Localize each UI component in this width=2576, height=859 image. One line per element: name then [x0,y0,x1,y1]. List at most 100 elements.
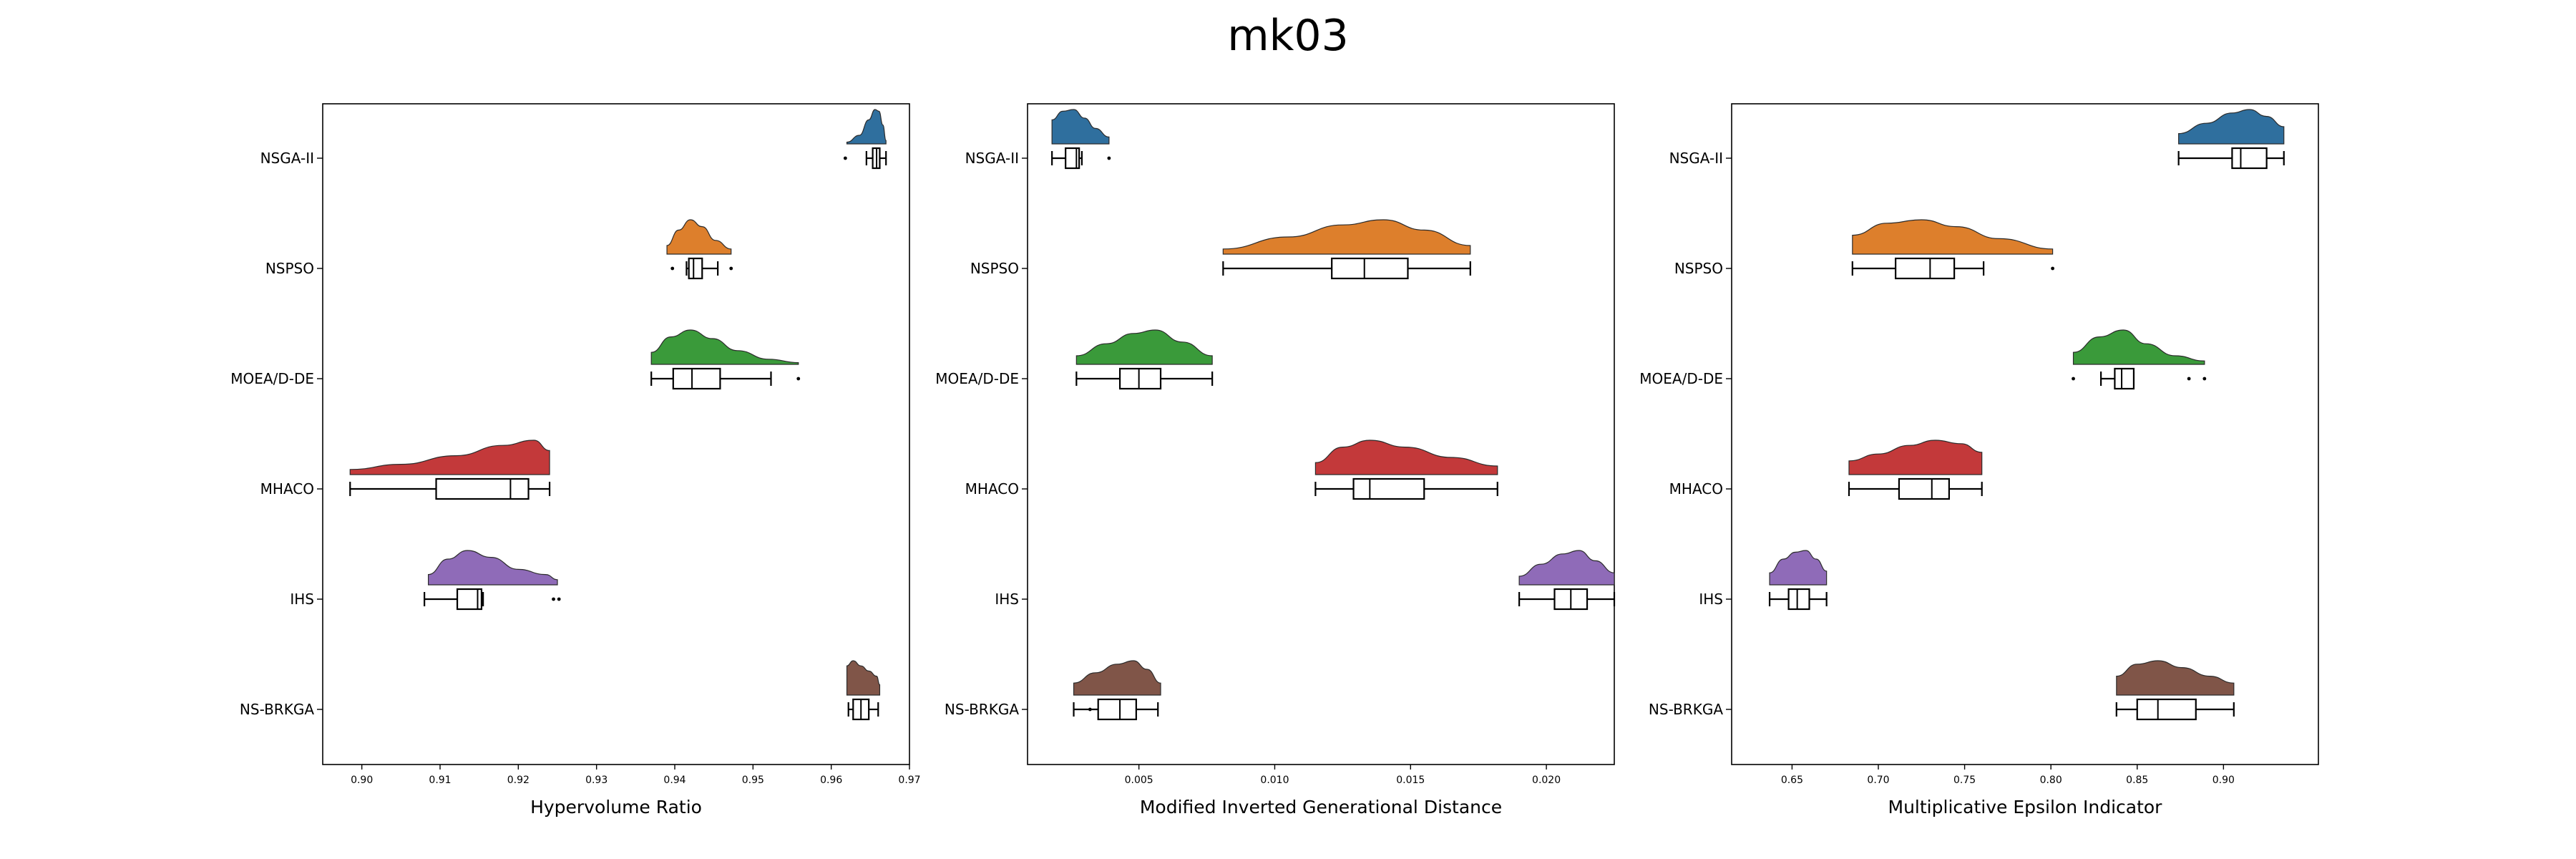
outlier-point [1107,156,1111,160]
x-tick-label: 0.015 [1396,775,1425,786]
density-cloud [1518,550,1615,586]
panel-1: 0.90 0.91 0.92 0.93 0.94 0.95 0.96 0.97 Hypervol… [230,103,921,817]
series-nspso [1851,219,2054,280]
box-iqr [435,477,530,500]
series-ihs [1768,550,1828,611]
outlier-point [670,266,675,271]
x-tick-label: 0.95 [742,775,764,786]
outlier-point [2187,377,2191,381]
category-label-ns-brkga: NS-BRKGA [945,701,1019,718]
density-cloud [1852,219,2054,255]
series-mhaco [1314,440,1498,500]
x-axis-label: Hypervolume Ratio [530,797,702,817]
density-cloud [1848,440,1983,475]
category-label-nspso: NSPSO [1674,260,1723,277]
panel-3: 0.65 0.70 0.75 0.80 0.85 0.90 Multiplicative E… [1639,103,2319,817]
category-label-moea-d-de: MOEA/D-DE [935,370,1019,387]
series-nsga-ii [843,109,887,170]
outlier-point [2072,377,2075,381]
category-label-ihs: IHS [290,591,314,608]
category-label-mhaco: MHACO [1669,480,1723,498]
density-cloud [2072,329,2205,365]
box-iqr [1097,698,1137,721]
x-tick-label: 0.70 [1867,775,1889,786]
figure-title: mk03 [1227,11,1349,61]
outlier-point [2051,266,2054,271]
x-tick-label: 0.93 [585,775,608,786]
series-nsga-ii [1051,109,1111,170]
density-cloud [2178,109,2285,145]
category-label-moea-d-de: MOEA/D-DE [1639,370,1723,387]
category-label-nspso: NSPSO [265,260,314,277]
x-tick-label: 0.97 [898,775,920,786]
outlier-point [552,597,555,601]
series-ns-brkga [846,660,881,721]
box-iqr [2114,367,2135,390]
series-nspso [1222,219,1471,280]
density-cloud [650,329,799,365]
box-iqr [1895,257,1956,280]
category-label-nsga-ii: NSGA-II [260,150,314,167]
box-iqr [2231,147,2268,170]
density-cloud [1051,109,1110,145]
category-label-moea-d-de: MOEA/D-DE [230,370,314,387]
x-tick-label: 0.80 [2040,775,2062,786]
x-tick-label: 0.92 [507,775,530,786]
box-iqr [1898,477,1950,500]
x-tick-label: 0.96 [820,775,842,786]
x-tick-label: 0.90 [2212,775,2235,786]
category-label-nsga-ii: NSGA-II [1669,150,1723,167]
series-ihs [1518,550,1616,611]
series-mhaco [349,440,551,500]
series-ihs [424,550,561,611]
box-iqr [1331,257,1409,280]
density-cloud [846,109,887,145]
box-iqr [688,257,703,280]
box-iqr [1352,477,1425,500]
density-cloud [1769,550,1828,586]
series-nspso [666,219,733,280]
x-tick-label: 0.91 [429,775,451,786]
series-nsga-ii [2177,109,2285,170]
density-cloud [2116,660,2235,696]
outlier-point [2202,377,2207,381]
box-iqr [2136,698,2197,721]
panel-2: 0.005 0.010 0.015 0.020 Modified Inverted Ge… [935,103,1616,817]
density-cloud [1314,440,1498,475]
box-iqr [1787,588,1810,611]
density-cloud [1073,660,1161,696]
plot-frame [1027,103,1615,765]
category-label-nsga-ii: NSGA-II [965,150,1019,167]
x-tick-label: 0.75 [1953,775,1976,786]
plot-frame [1731,103,2319,765]
category-label-ns-brkga: NS-BRKGA [1649,701,1723,718]
series-ns-brkga [2115,660,2235,721]
category-label-ihs: IHS [995,591,1019,608]
x-tick-label: 0.90 [351,775,373,786]
x-tick-label: 0.85 [2126,775,2148,786]
x-tick-label: 0.020 [1532,775,1561,786]
category-label-nspso: NSPSO [970,260,1019,277]
series-moea-d-de [1075,329,1214,390]
box-iqr [1118,367,1162,390]
x-axis-label: Modified Inverted Generational Distance [1140,797,1502,817]
category-label-mhaco: MHACO [965,480,1019,498]
density-cloud [1075,329,1213,365]
x-tick-label: 0.010 [1260,775,1289,786]
density-cloud [428,550,558,586]
density-cloud [349,440,550,475]
outlier-point [1088,707,1092,712]
outlier-point [557,597,561,601]
outlier-point [729,266,733,271]
series-ns-brkga [1073,660,1161,721]
box-iqr [672,367,721,390]
category-label-mhaco: MHACO [260,480,314,498]
x-axis-label: Multiplicative Epsilon Indicator [1888,797,2163,817]
plot-frame [322,103,910,765]
x-tick-label: 0.005 [1125,775,1153,786]
series-moea-d-de [650,329,801,390]
density-cloud [666,219,732,255]
x-tick-label: 0.65 [1781,775,1803,786]
density-cloud [846,660,881,696]
